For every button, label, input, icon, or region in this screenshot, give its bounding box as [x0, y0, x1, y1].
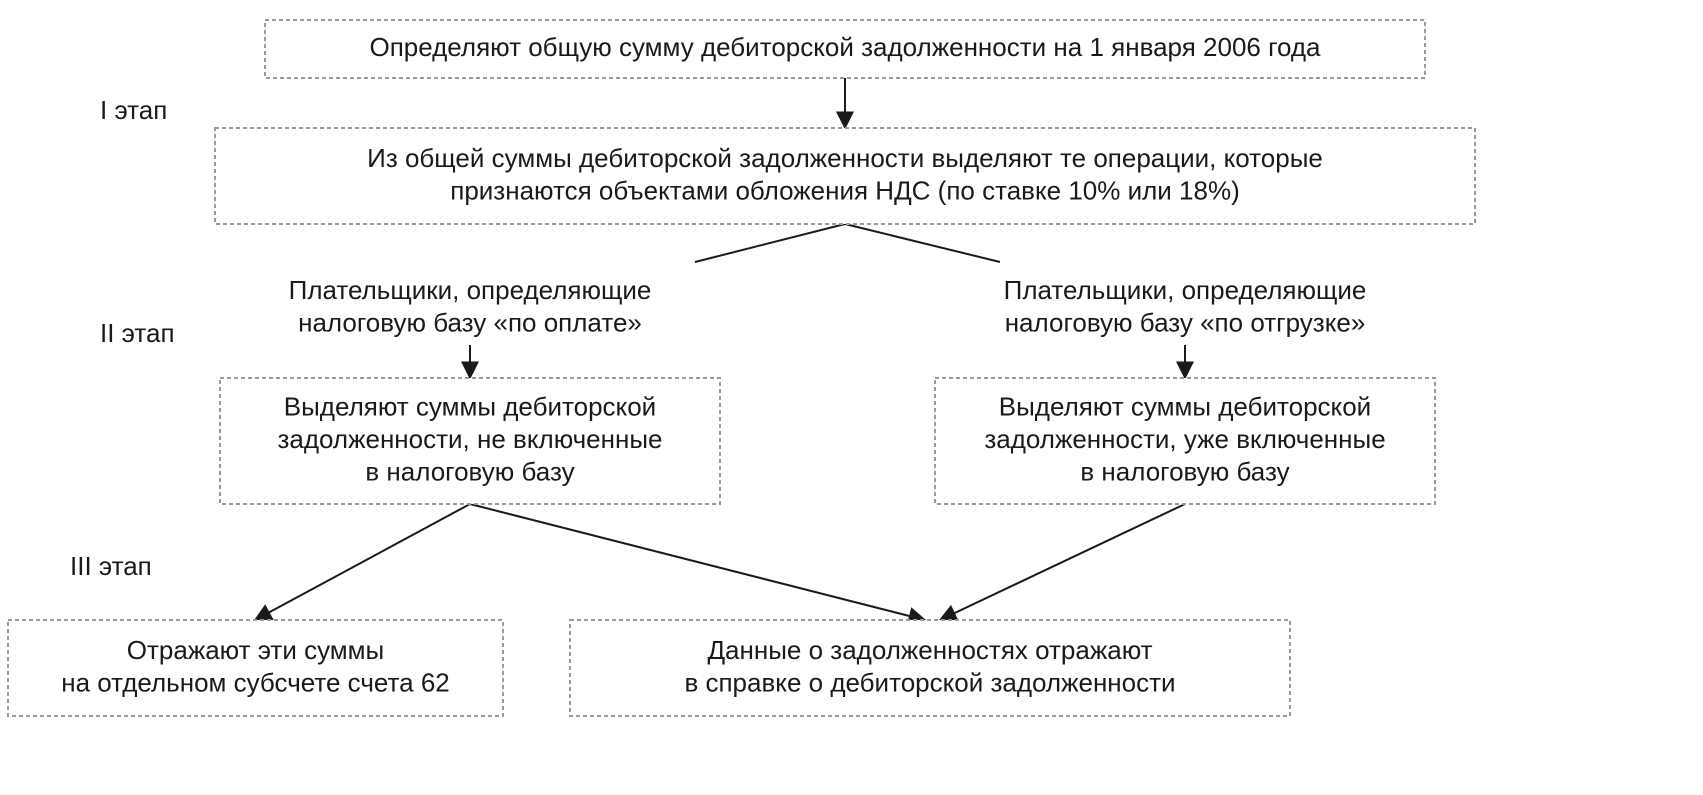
stage-label-stage-2: II этап — [100, 318, 175, 348]
edge-e5 — [255, 504, 470, 620]
edge-e7 — [940, 504, 1185, 620]
node-n5: Отражают эти суммына отдельном субсчете … — [8, 620, 503, 716]
edge-e2a — [695, 224, 845, 262]
node-n3: Выделяют суммы дебиторскойзадолженности,… — [220, 378, 720, 504]
branch-label-bl-right: Плательщики, определяющиеналоговую базу … — [1004, 275, 1367, 338]
node-n1: Определяют общую сумму дебиторской задол… — [265, 20, 1425, 78]
node-n2: Из общей суммы дебиторской задолженности… — [215, 128, 1475, 224]
branch-label-bl-left: Плательщики, определяющиеналоговую базу … — [289, 275, 652, 338]
node-n6: Данные о задолженностях отражаютв справк… — [570, 620, 1290, 716]
edge-e6 — [470, 504, 925, 620]
edge-e2b — [845, 224, 1000, 262]
node-n4: Выделяют суммы дебиторскойзадолженности,… — [935, 378, 1435, 504]
node-text-n1: Определяют общую сумму дебиторской задол… — [369, 32, 1321, 62]
stage-label-stage-3: III этап — [70, 551, 152, 581]
stage-label-stage-1: I этап — [100, 95, 167, 125]
